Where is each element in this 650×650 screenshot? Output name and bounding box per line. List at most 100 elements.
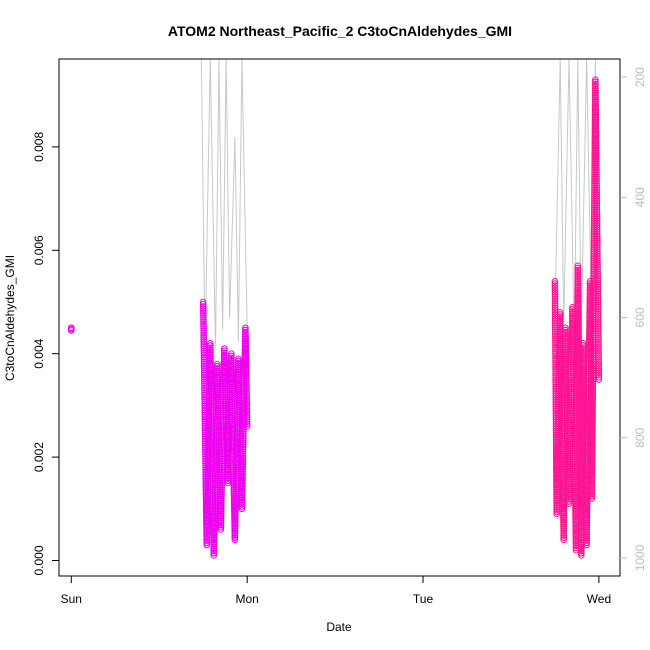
data-point [594,310,602,317]
data-point [583,508,591,516]
data-point [221,358,228,366]
data-point [243,383,250,391]
data-point [588,468,596,476]
data-point [221,362,229,370]
data-point [593,235,601,242]
data-point [593,182,600,189]
data-point [594,263,601,271]
data-point [583,532,591,540]
data-point [210,549,218,557]
data-point [204,469,212,476]
data-point [207,370,215,378]
data-point [213,360,221,368]
data-point [595,351,602,359]
data-point [242,342,250,349]
data-point [594,299,602,306]
data-point [592,98,599,106]
data-point [594,294,602,302]
data-point [594,283,602,291]
data-point [593,171,600,178]
data-point [592,87,599,94]
data-point [594,316,602,324]
data-point [243,379,250,386]
data-point [592,111,600,119]
data-point [594,243,601,251]
data-point [574,262,582,270]
data-point [243,403,251,410]
data-point [551,280,559,287]
data-point [592,96,599,103]
data-point [239,463,247,471]
data-point [593,166,600,174]
right-tick-label: 200 [633,67,647,87]
data-point [203,521,211,529]
data-point [231,521,239,528]
data-point [207,366,214,374]
data-point [594,272,601,280]
data-point [565,493,573,501]
data-point [199,298,207,306]
data-point [201,395,208,403]
data-point [554,444,562,452]
data-point [203,519,211,527]
data-point [239,481,246,488]
data-point [593,180,600,187]
data-point [593,199,601,207]
data-point [242,366,250,373]
data-point [557,320,564,327]
data-point [228,352,235,360]
data-point [228,370,236,377]
data-point [588,479,596,487]
data-point [592,107,600,114]
data-point [238,485,246,493]
data-point [595,358,602,366]
data-point [593,215,601,222]
data-point [595,376,603,383]
data-point [560,514,568,522]
data-point [554,438,562,445]
data-point [242,344,250,351]
data-point [206,342,214,349]
x-axis: Sun Mon Tue Wed [61,576,611,606]
data-point [595,356,602,364]
data-point [574,282,582,289]
data-point [551,284,559,292]
data-point [200,318,207,326]
data-point [592,144,600,152]
data-point [199,300,207,308]
data-point [592,102,599,110]
data-point [593,208,601,216]
data-point [594,261,601,269]
data-point [594,288,602,295]
data-point [228,372,236,379]
data-point [214,369,221,377]
data-point [207,364,214,371]
data-point [228,363,235,371]
data-point [588,492,596,500]
plot-frame [58,58,621,577]
data-point [243,409,251,417]
data-point [575,339,583,346]
data-point [207,344,214,352]
data-point [204,480,212,487]
data-point [232,507,239,515]
data-point [594,307,602,315]
data-point [575,326,582,333]
data-point [592,116,600,123]
data-point [594,268,601,275]
data-point [214,362,221,370]
data-point [242,355,250,362]
data-point [228,378,236,386]
data-point [593,173,600,180]
data-point [589,411,596,419]
data-point [210,541,218,548]
chart-title: ATOM2 Northeast_Pacific_2 C3toCnAldehyde… [168,23,512,39]
data-point [560,525,568,533]
data-point [238,501,246,508]
data-point [592,149,600,156]
data-point [239,445,247,453]
data-point [201,404,209,412]
data-point [243,390,250,397]
data-point [575,372,583,379]
data-point [240,421,247,429]
